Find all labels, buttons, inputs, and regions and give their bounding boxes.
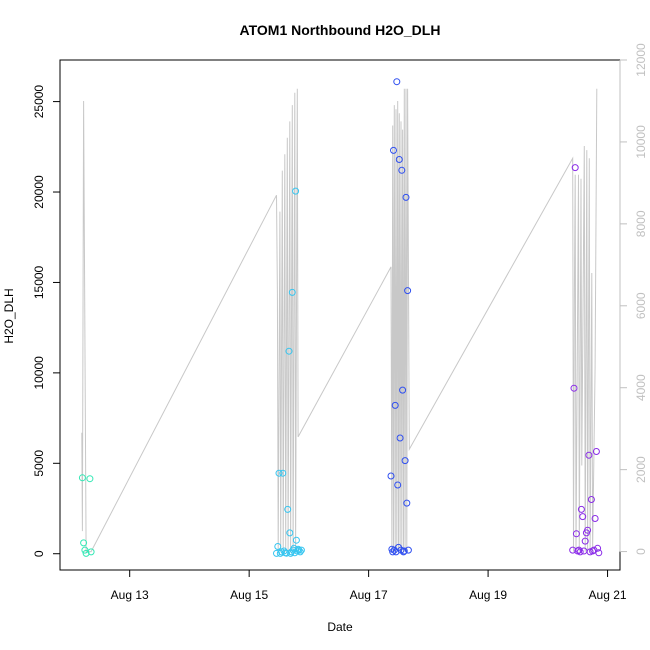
y-axis-right: 0 2000 4000 6000 8000 10000 12000 xyxy=(619,43,648,555)
chart-title: ATOM1 Northbound H2O_DLH xyxy=(240,22,441,38)
data-point-3 xyxy=(395,156,403,163)
data-point-4 xyxy=(575,546,583,554)
data-point-1 xyxy=(87,548,95,556)
data-point-3 xyxy=(400,548,407,556)
data-point-4 xyxy=(585,451,593,459)
data-point-4 xyxy=(584,526,592,534)
data-point-4 xyxy=(579,513,587,521)
data-point-4 xyxy=(594,544,602,552)
data-point-2 xyxy=(296,548,304,556)
data-point-4 xyxy=(592,448,600,455)
data-point-3 xyxy=(394,481,402,489)
data-point-3 xyxy=(396,434,404,442)
y2-tick-label: 10000 xyxy=(634,125,648,159)
h2o-point-series xyxy=(78,78,603,557)
plot-frame xyxy=(59,59,621,571)
y2-tick-label: 8000 xyxy=(634,210,648,237)
data-point-3 xyxy=(402,193,410,201)
data-point-2 xyxy=(286,529,294,537)
data-point-3 xyxy=(393,78,401,86)
data-point-4 xyxy=(572,530,580,538)
data-point-4 xyxy=(587,496,595,503)
y-tick-label: 15000 xyxy=(32,265,46,299)
data-point-4 xyxy=(595,549,603,557)
y-tick-label: 20000 xyxy=(32,175,46,209)
data-point-3 xyxy=(387,472,395,480)
x-tick-label: Aug 15 xyxy=(230,588,268,602)
data-point-2 xyxy=(284,505,292,513)
data-point-4 xyxy=(571,164,579,172)
line-series-path xyxy=(81,88,598,553)
data-point-2 xyxy=(288,288,296,296)
data-point-3 xyxy=(391,401,399,409)
data-point-4 xyxy=(581,537,589,545)
y-axis-left: 0 5000 10000 15000 20000 25000 xyxy=(32,85,61,557)
data-point-1 xyxy=(86,475,94,483)
x-tick-label: Aug 21 xyxy=(589,588,627,602)
data-point-4 xyxy=(576,548,584,556)
data-point-1 xyxy=(81,546,89,554)
data-point-3 xyxy=(401,457,409,465)
y2-tick-label: 12000 xyxy=(634,43,648,77)
y-tick-label: 10000 xyxy=(32,356,46,390)
data-point-2 xyxy=(274,543,282,550)
humidity-line-series xyxy=(81,88,598,553)
data-point-2 xyxy=(283,549,290,557)
data-point-3 xyxy=(400,547,408,555)
data-point-1 xyxy=(80,539,88,547)
y-tick-label: 0 xyxy=(32,550,46,557)
data-point-2 xyxy=(279,469,287,477)
y2-tick-label: 6000 xyxy=(634,292,648,319)
data-point-3 xyxy=(399,386,407,394)
data-point-2 xyxy=(292,187,300,195)
data-point-2 xyxy=(295,546,303,554)
data-point-4 xyxy=(591,515,599,522)
data-point-3 xyxy=(403,499,411,507)
data-point-3 xyxy=(390,146,397,154)
y2-tick-label: 2000 xyxy=(634,456,648,483)
y-tick-label: 25000 xyxy=(32,85,46,119)
data-point-3 xyxy=(404,287,412,295)
y2-tick-label: 4000 xyxy=(634,374,648,401)
x-axis: Aug 13 Aug 15 Aug 17 Aug 19 Aug 21 xyxy=(111,569,627,602)
y-axis-label: H2O_DLH xyxy=(2,288,16,343)
data-point-4 xyxy=(570,384,578,392)
data-point-3 xyxy=(398,166,406,174)
data-point-1 xyxy=(82,549,90,557)
data-point-3 xyxy=(389,548,397,556)
data-point-2 xyxy=(297,546,305,554)
data-point-4 xyxy=(577,505,585,513)
x-tick-label: Aug 13 xyxy=(111,588,149,602)
data-point-2 xyxy=(273,549,280,557)
data-point-3 xyxy=(404,546,412,554)
x-axis-label: Date xyxy=(327,620,353,634)
data-point-2 xyxy=(292,536,300,544)
y-tick-label: 5000 xyxy=(32,450,46,477)
data-point-2 xyxy=(285,347,293,355)
x-tick-label: Aug 17 xyxy=(350,588,388,602)
data-point-2 xyxy=(275,469,283,477)
data-point-1 xyxy=(78,474,86,482)
y2-tick-label: 0 xyxy=(634,548,648,555)
x-tick-label: Aug 19 xyxy=(469,588,507,602)
